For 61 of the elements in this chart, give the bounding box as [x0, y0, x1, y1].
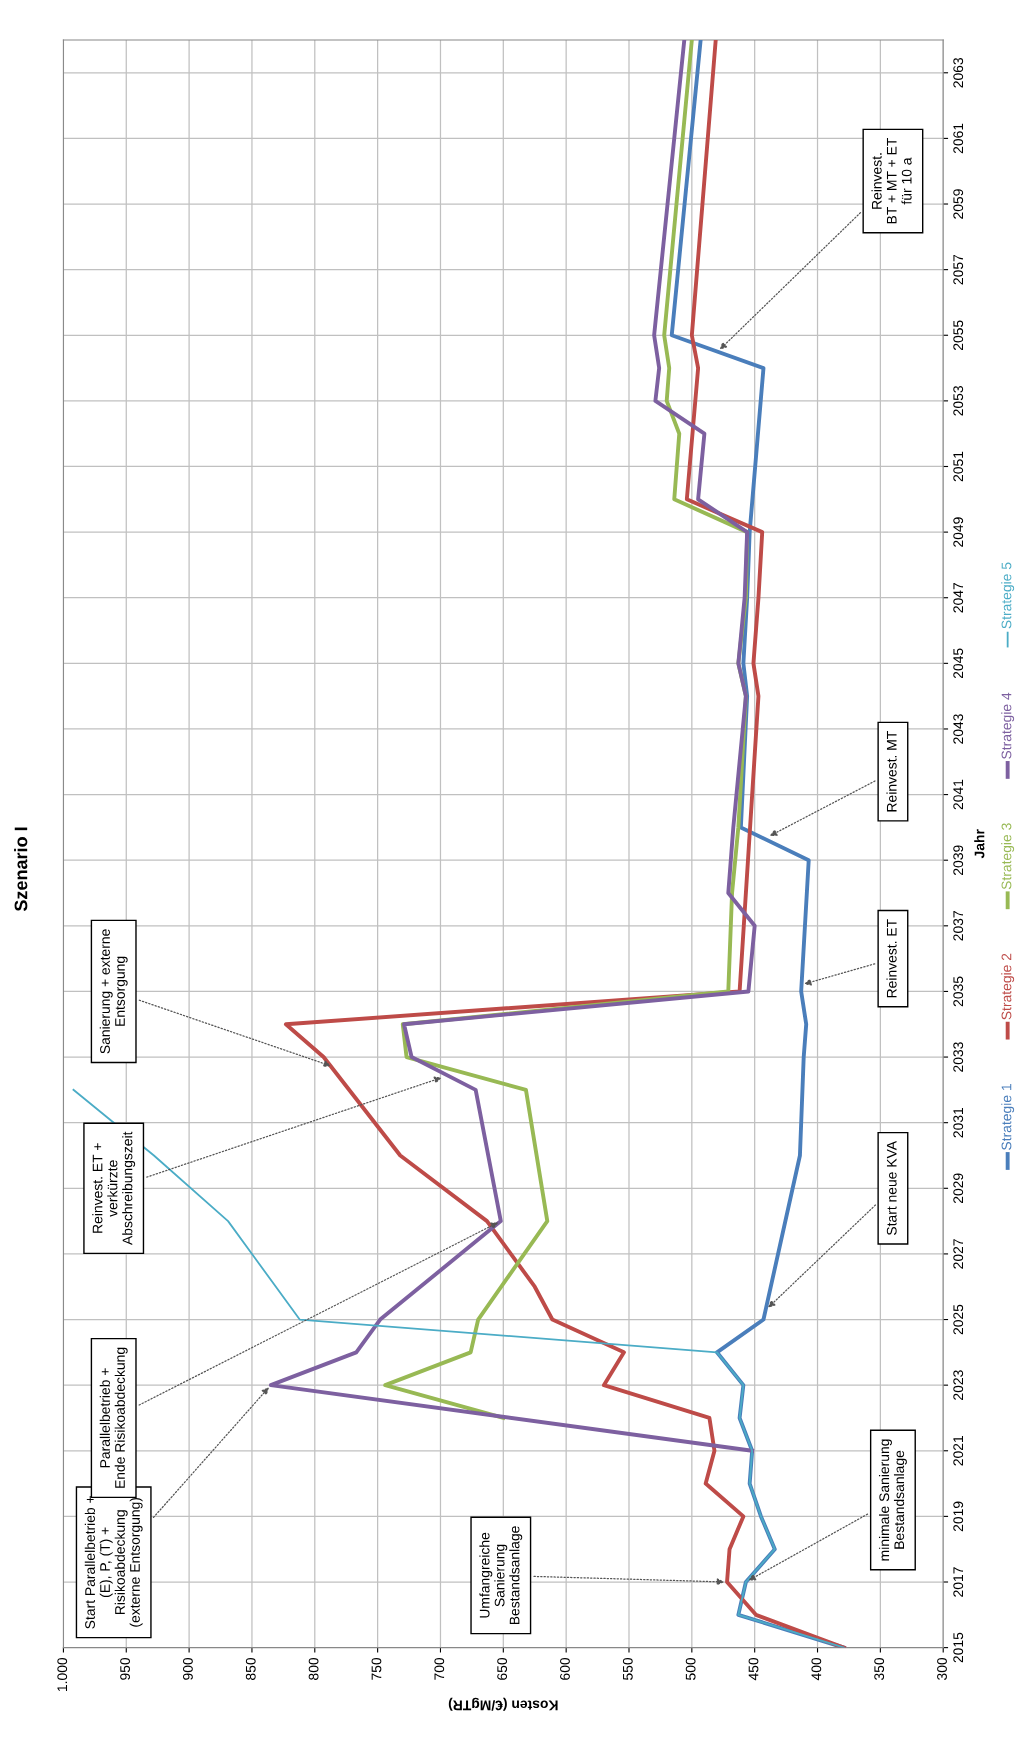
annotation: Parallelbetrieb + Ende Risikoabdeckung: [99, 1347, 128, 1488]
annotation: minimale Sanierung Bestandsanlage: [878, 1439, 907, 1561]
annotation: Start Parallelbetrieb + (E), P, (T) + Risikoabdeckung (externe Entsorgung): [84, 1496, 143, 1629]
x-tick-label: 650: [497, 1657, 508, 1680]
y-tick-label: 2055: [953, 320, 964, 350]
annotation: Reinvest. ET + verkürzte Abschreibungszeit: [92, 1131, 136, 1246]
line-series: [72, 1088, 845, 1648]
y-tick-label: 2031: [953, 1107, 964, 1138]
y-tick-label: 2047: [953, 582, 964, 613]
x-tick-label: 300: [937, 1657, 947, 1680]
y-tick-label: 2059: [953, 189, 964, 219]
x-tick-label: 1.000: [57, 1657, 68, 1692]
y-tick-label: 2021: [953, 1436, 964, 1466]
x-tick-label: 500: [685, 1657, 696, 1680]
y-tick-label: 2061: [953, 123, 964, 154]
y-tick-label: 2029: [953, 1173, 964, 1204]
y-tick-label: 2037: [953, 911, 964, 941]
y-tick-label: 2035: [953, 976, 964, 1007]
x-tick-label: 950: [120, 1657, 130, 1680]
y-tick-label: 2033: [953, 1042, 964, 1072]
x-tick-label: 700: [434, 1657, 445, 1680]
x-tick-label: 800: [308, 1657, 319, 1680]
y-tick-label: 2015: [953, 1632, 964, 1663]
annotation: Umfangreiche Sanierung Bestandsanlage: [479, 1526, 523, 1625]
y-tick-label: 2023: [953, 1370, 964, 1400]
y-tick-label: 2043: [953, 714, 964, 744]
y-tick-label: 2039: [953, 845, 964, 875]
y-tick-label: 2051: [953, 451, 964, 482]
text: Strategie 3: [1001, 823, 1015, 890]
y-tick-label: 2057: [953, 254, 964, 285]
x-tick-label: 900: [183, 1657, 193, 1680]
annotation: Reinvest. BT + MT + ET für 10 a: [871, 138, 912, 224]
y-tick-label: 2053: [953, 386, 964, 416]
y-tick-label: 2017: [953, 1567, 964, 1597]
annotation: Sanierung + externe Entsorgung: [99, 929, 128, 1054]
x-tick-label: 550: [622, 1657, 633, 1680]
annotation: Reinvest. ET: [886, 919, 897, 998]
annotation: Reinvest. MT: [886, 731, 897, 812]
y-tick-label: 2025: [953, 1304, 964, 1335]
text: Szenario I: [14, 827, 28, 912]
line-series: [268, 39, 757, 1453]
text: Strategie 2: [1001, 953, 1015, 1020]
x-tick-label: 850: [245, 1657, 256, 1680]
annotation: Start neue KVA: [886, 1140, 897, 1236]
y-tick-label: 2027: [953, 1239, 964, 1269]
x-tick-label: 600: [560, 1657, 570, 1680]
line-series: [283, 39, 846, 1648]
text: Strategie 5: [1001, 562, 1015, 629]
x-tick-label: 350: [874, 1657, 885, 1680]
text: Strategie 4: [1001, 692, 1015, 759]
x-axis-title: Kosten (€/MgTR): [448, 1697, 558, 1711]
y-tick-label: 2049: [953, 517, 964, 547]
x-tick-label: 450: [748, 1657, 759, 1681]
x-tick-label: 400: [811, 1657, 822, 1681]
y-tick-label: 2063: [953, 57, 964, 88]
y-tick-label: 2045: [953, 648, 964, 679]
y-tick-label: 2041: [953, 779, 964, 810]
x-tick-label: 750: [371, 1657, 382, 1680]
y-tick-label: 2019: [953, 1501, 964, 1532]
y-axis-title: Jahr: [974, 829, 985, 859]
text: Strategie 1: [1001, 1084, 1015, 1150]
